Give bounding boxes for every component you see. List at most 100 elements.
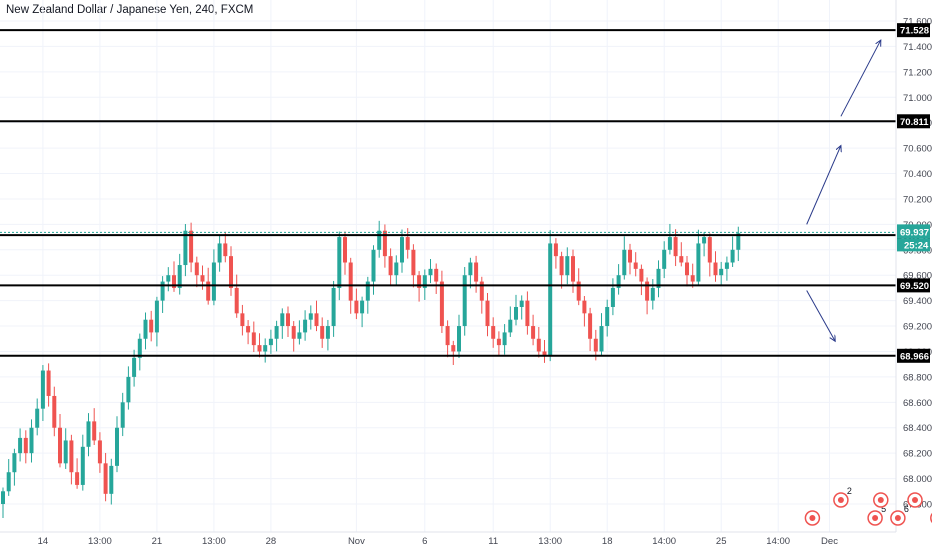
candle-body [610,287,615,307]
candle-body [474,262,479,282]
candle-body [92,421,97,441]
candle-body [143,319,148,339]
candle-body [297,332,302,339]
candle-body [354,300,359,314]
price-tick-label: 68.600 [903,398,932,409]
candle-body [667,237,672,250]
candle-body [428,268,433,276]
candle-body [400,237,404,263]
time-tick-label: 14:00 [766,536,790,547]
candle-body [439,281,444,327]
candle-body [405,237,410,250]
current-price-tag[interactable] [897,224,930,239]
candle-body [6,472,11,492]
candle-body [713,262,718,276]
grid [0,0,896,532]
time-tick-label: Dec [821,536,838,547]
candle-body [160,281,165,301]
candle-body [58,427,62,464]
time-tick-label: 14:00 [652,536,676,547]
support-resistance-levels[interactable] [0,29,896,357]
candle-body [702,237,707,244]
economic-events[interactable]: 2 5 6 [804,486,932,526]
candle-body [360,300,365,314]
candle-body [320,326,325,339]
candle-body [137,338,142,358]
candle-body [536,338,541,352]
level-tag[interactable] [897,114,930,129]
candle-body [194,262,199,276]
candle-body [707,237,712,263]
candle-body [308,313,313,320]
candle-body [645,281,650,301]
candle-body [519,300,524,307]
price-tick-label: 69.400 [903,296,932,307]
candle-body [286,313,290,327]
candle-body [724,262,729,269]
candle-body [29,427,34,454]
level-tag[interactable] [897,23,930,38]
price-tick-label: 70.200 [903,194,932,205]
price-tick-label: 68.800 [903,372,932,383]
time-tick-label: Nov [348,536,365,547]
candle-body [616,275,621,288]
price-tick-label: 70.600 [903,144,932,155]
projection-arrow[interactable] [806,290,836,341]
candle-body [633,262,638,269]
price-tick-label: 71.000 [903,93,932,104]
projection-arrows[interactable] [806,40,881,341]
price-tick-label: 71.200 [903,67,932,78]
candle-body [154,300,159,333]
candle-body [183,230,188,266]
candle-body [200,275,205,282]
candle-body [120,402,125,428]
projection-arrow[interactable] [840,40,881,117]
candle-body [206,281,211,301]
event-count: 6 [904,504,909,514]
candle-body [263,345,268,352]
time-tick-label: 13:00 [88,536,112,547]
candle-body [268,338,273,346]
candle-body [451,345,456,352]
candle-body [109,465,114,494]
candle-body [639,268,644,282]
projection-arrow[interactable] [806,146,841,225]
candle-body [679,256,684,263]
candle-body [462,275,467,327]
countdown-tag[interactable] [897,238,930,252]
candle-body [628,249,632,263]
candle-body [496,338,501,346]
price-tick-label: 69.200 [903,322,932,333]
candle-body [673,237,678,257]
candle-body [565,256,570,276]
level-tag[interactable] [897,278,930,293]
level-tag-label: 68.966 [900,351,929,362]
candle-body [736,233,741,250]
event-count: 2 [847,486,852,496]
price-axis[interactable]: 71.60071.40071.20071.00070.80070.60070.4… [895,0,932,532]
candle-body [211,262,216,301]
candle-body [491,326,496,339]
candle-body [149,319,154,333]
time-tick-label: 13:00 [202,536,226,547]
candle-body [86,421,91,447]
candle-body [514,306,518,320]
candle-body [525,300,530,327]
event-marker-dot [837,497,844,503]
candle-body [75,472,80,485]
candle-body [40,370,45,409]
candle-body [229,256,233,288]
candle-body [394,262,399,276]
event-marker-dot [894,515,901,521]
candle-body [599,326,604,352]
level-tag-label: 69.520 [900,281,929,292]
candle-body [411,249,416,276]
candle-body [246,326,251,333]
level-tag[interactable] [897,348,930,363]
time-axis[interactable]: 14 13:00 21 13:00 28 Nov 6 11 13:00 18 14:00 25 14:0… [0,531,896,547]
candle-body [46,370,51,396]
candle-body [132,357,137,377]
candle-body [23,437,28,454]
candle-body [377,230,382,250]
